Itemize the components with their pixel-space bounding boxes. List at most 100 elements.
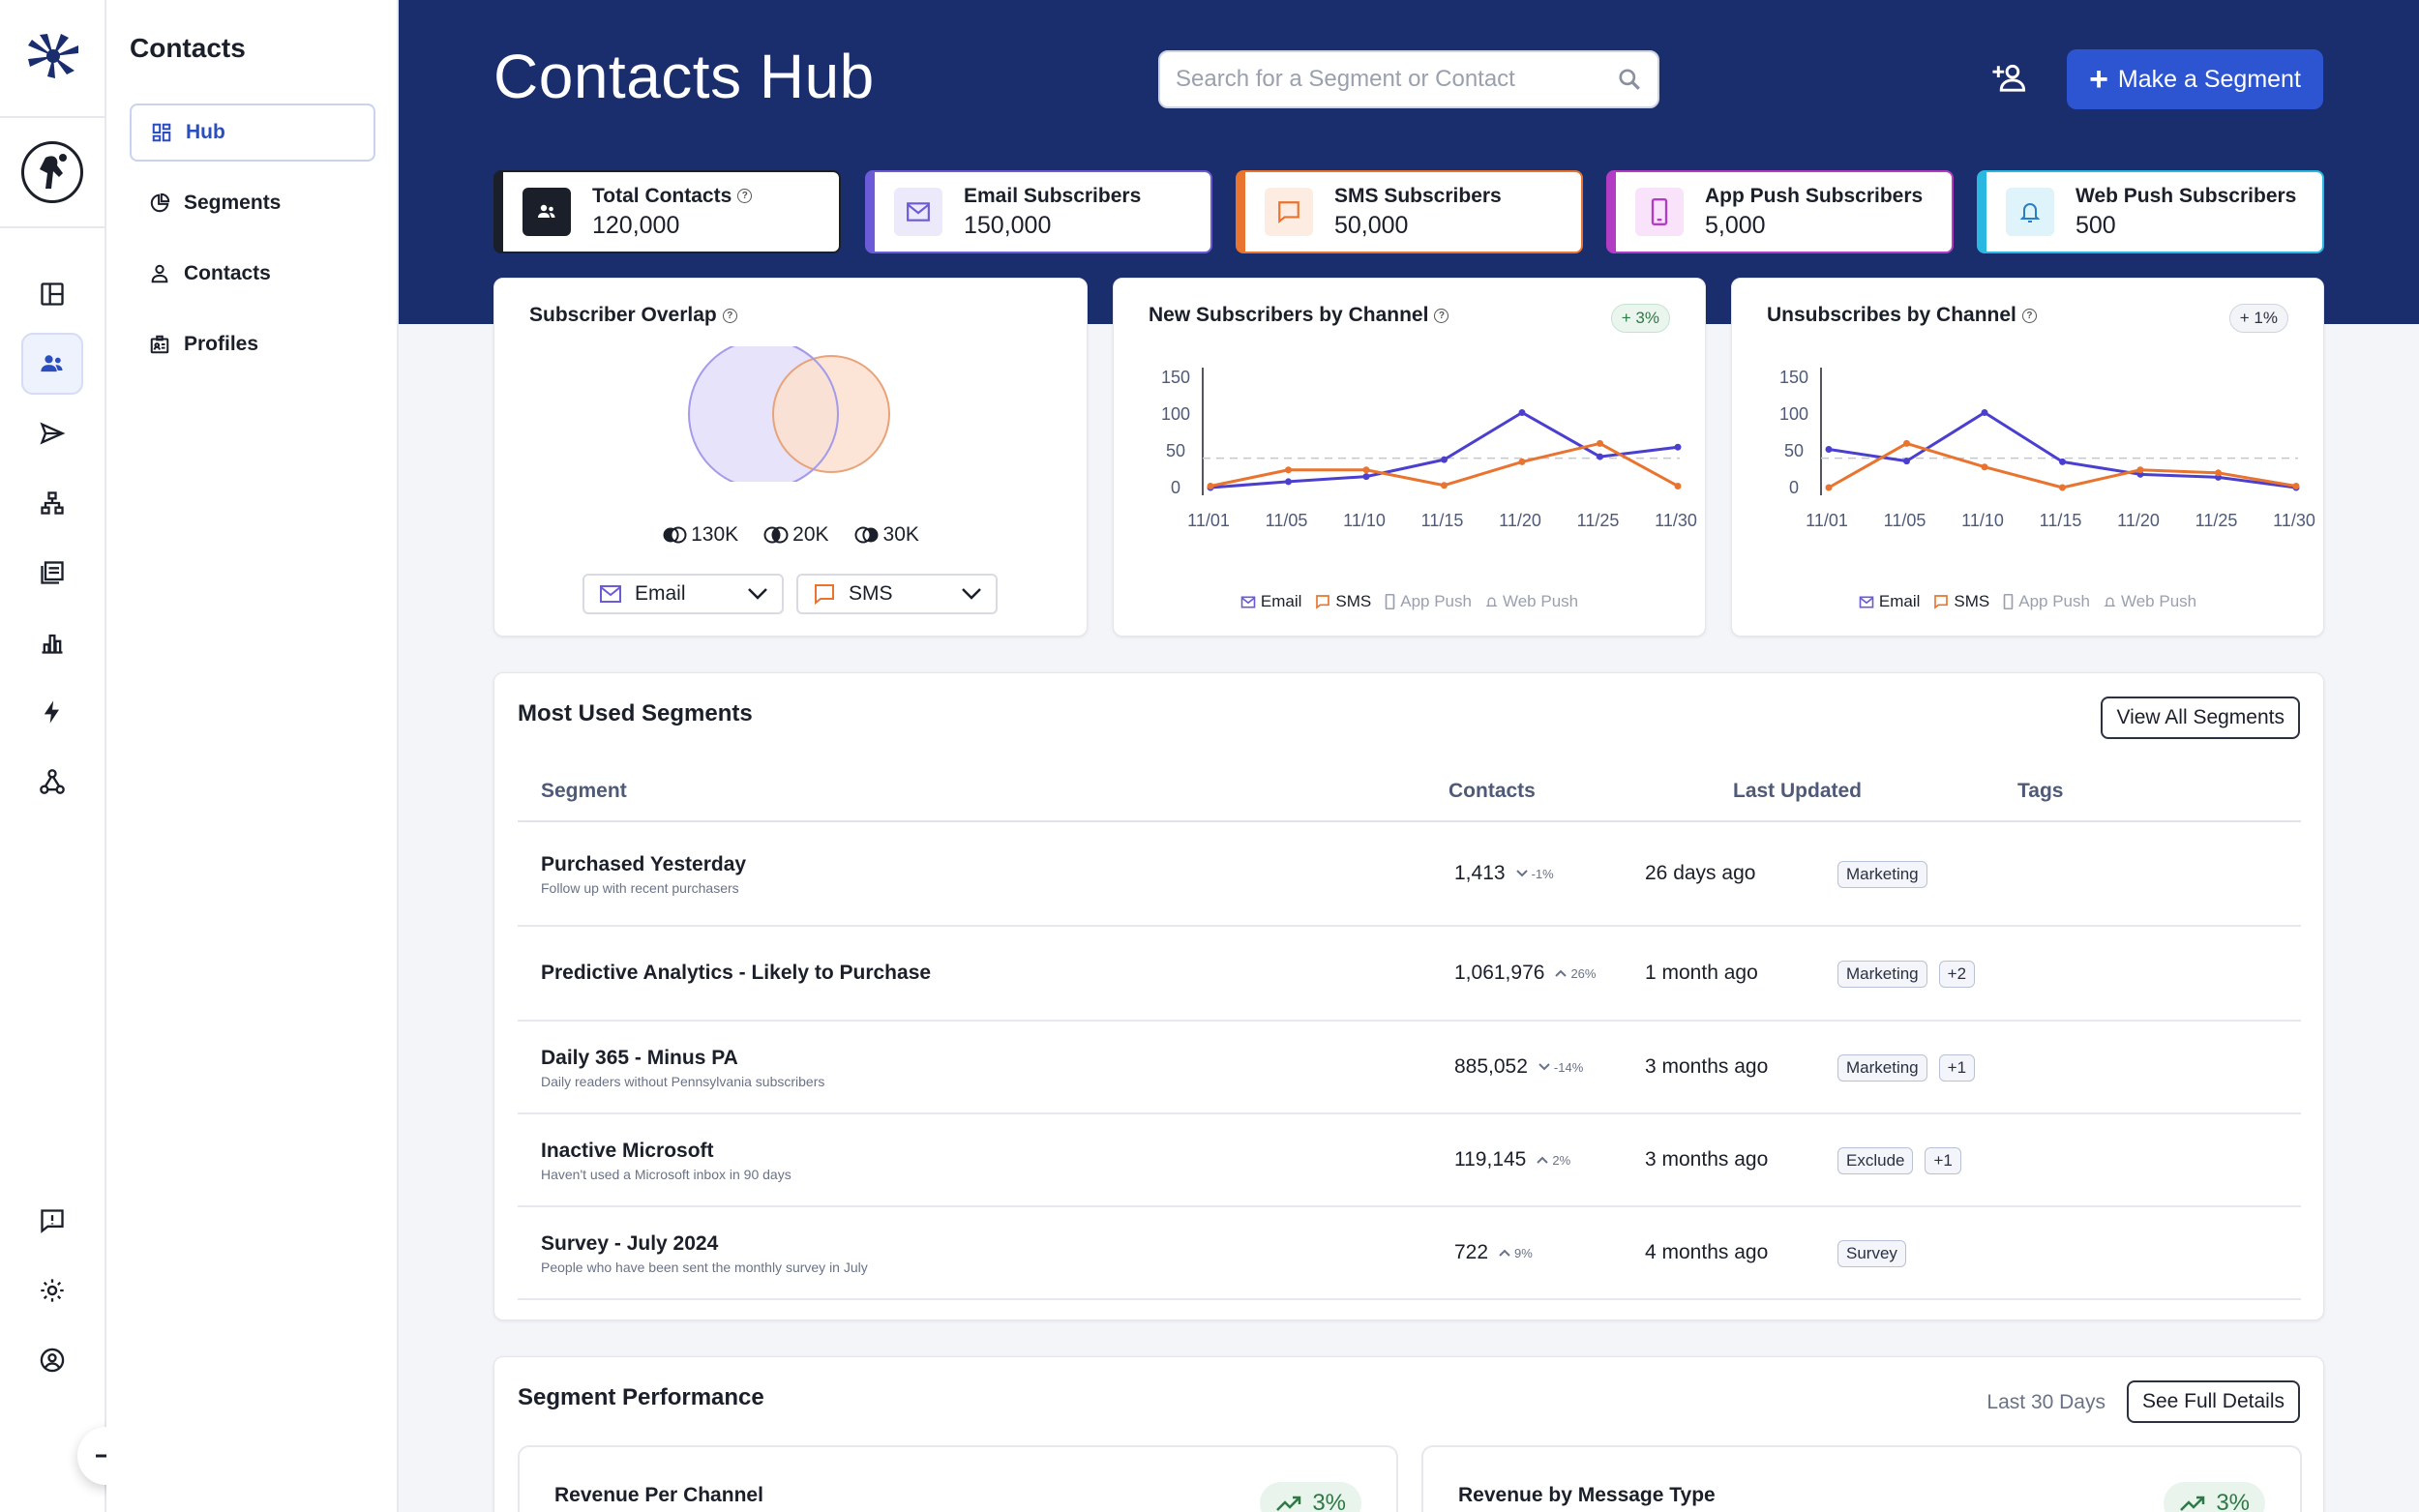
- analytics-icon[interactable]: [21, 611, 83, 673]
- search-icon[interactable]: [1617, 67, 1642, 92]
- tag-badge[interactable]: +1: [1925, 1147, 1961, 1174]
- data-point-email[interactable]: [1903, 458, 1910, 465]
- tag-badge[interactable]: Marketing: [1837, 961, 1927, 988]
- x-tick-label: 11/05: [1266, 511, 1308, 530]
- data-point-sms[interactable]: [1674, 482, 1682, 489]
- revenue-per-channel-card[interactable]: Revenue Per Channel 3%: [518, 1445, 1398, 1512]
- segment-name[interactable]: Daily 365 - Minus PA: [541, 1047, 738, 1069]
- sidebar-item-profiles[interactable]: Profiles: [130, 315, 375, 373]
- stat-card-sms-subscribers[interactable]: SMS Subscribers 50,000: [1236, 170, 1583, 253]
- sidebar-item-hub[interactable]: Hub: [130, 104, 375, 162]
- data-point-email[interactable]: [1674, 443, 1682, 451]
- add-contact-icon[interactable]: [1991, 60, 2028, 95]
- legend-web-push[interactable]: Web Push: [2104, 592, 2196, 611]
- series-line-email[interactable]: [1210, 410, 1679, 489]
- sidebar-item-contacts[interactable]: Contacts: [130, 245, 375, 303]
- data-point-sms[interactable]: [2215, 469, 2222, 477]
- legend-web-push[interactable]: Web Push: [1485, 592, 1578, 611]
- brand-logo-icon[interactable]: [26, 32, 80, 80]
- search-bar[interactable]: [1158, 50, 1659, 108]
- legend-sms[interactable]: SMS: [1933, 592, 1989, 611]
- tag-badge[interactable]: Marketing: [1837, 1054, 1927, 1082]
- contacts-icon[interactable]: [21, 333, 83, 395]
- table-row[interactable]: Predictive Analytics - Likely to Purchas…: [518, 927, 2301, 1022]
- workspace-avatar[interactable]: [21, 141, 83, 203]
- data-point-sms[interactable]: [1597, 439, 1603, 447]
- data-point-sms[interactable]: [1518, 458, 1526, 465]
- segment-name[interactable]: Predictive Analytics - Likely to Purchas…: [541, 962, 932, 984]
- data-point-sms[interactable]: [1825, 484, 1833, 491]
- data-point-email[interactable]: [1285, 478, 1292, 486]
- stat-card-app-push-subscribers[interactable]: App Push Subscribers 5,000: [1606, 170, 1954, 253]
- data-point-email[interactable]: [1441, 456, 1448, 463]
- data-point-email[interactable]: [1518, 408, 1526, 416]
- hierarchy-icon[interactable]: [21, 472, 83, 534]
- table-row[interactable]: Survey - July 2024 People who have been s…: [518, 1207, 2301, 1300]
- tag-badge[interactable]: +1: [1938, 1054, 1976, 1082]
- legend-app-push[interactable]: App Push: [2003, 592, 2090, 611]
- data-point-email[interactable]: [1981, 408, 1988, 416]
- sidebar-item-segments[interactable]: Segments: [130, 174, 375, 232]
- data-point-sms[interactable]: [1981, 463, 1988, 471]
- dashboard-icon[interactable]: [21, 263, 83, 325]
- tag-badge[interactable]: Marketing: [1837, 861, 1927, 888]
- table-row[interactable]: Purchased Yesterday Follow up with recent…: [518, 822, 2301, 927]
- column-header[interactable]: Segment: [541, 780, 627, 802]
- data-point-sms[interactable]: [1285, 466, 1292, 474]
- channel-a-select[interactable]: Email: [582, 574, 784, 614]
- data-point-sms[interactable]: [1441, 482, 1448, 489]
- series-line-sms[interactable]: [1210, 441, 1679, 488]
- data-point-sms[interactable]: [1903, 439, 1910, 447]
- data-point-email[interactable]: [2059, 458, 2066, 465]
- view-all-segments-button[interactable]: View All Segments: [2101, 697, 2300, 739]
- tag-badge[interactable]: Survey: [1837, 1240, 1906, 1267]
- legend-app-push[interactable]: App Push: [1385, 592, 1472, 611]
- data-point-sms[interactable]: [1207, 482, 1214, 489]
- feedback-icon[interactable]: [21, 1190, 83, 1252]
- stat-card-web-push-subscribers[interactable]: Web Push Subscribers 500: [1977, 170, 2324, 253]
- integrations-icon[interactable]: [21, 751, 83, 813]
- lightning-icon[interactable]: [21, 681, 83, 743]
- help-icon[interactable]: ?: [1434, 308, 1449, 323]
- help-icon[interactable]: ?: [2021, 308, 2037, 323]
- tag-badge[interactable]: +2: [1938, 961, 1976, 988]
- chevron-up-icon: [1555, 969, 1568, 977]
- settings-gear-icon[interactable]: [21, 1260, 83, 1321]
- make-segment-label: Make a Segment: [2117, 65, 2301, 93]
- data-point-sms[interactable]: [2136, 466, 2144, 474]
- help-icon[interactable]: ?: [737, 189, 753, 203]
- revenue-by-message-type-card[interactable]: Revenue by Message Type 3%: [1421, 1445, 2302, 1512]
- legend-sms[interactable]: SMS: [1315, 592, 1371, 611]
- templates-icon[interactable]: [21, 542, 83, 604]
- legend-email[interactable]: Email: [1859, 592, 1920, 611]
- segment-name[interactable]: Purchased Yesterday: [541, 853, 747, 875]
- user-account-icon[interactable]: [21, 1329, 83, 1391]
- see-full-details-button[interactable]: See Full Details: [2126, 1380, 2300, 1423]
- make-segment-button[interactable]: + Make a Segment: [2067, 49, 2323, 109]
- segment-description: Haven't used a Microsoft inbox in 90 day…: [541, 1167, 791, 1182]
- table-row[interactable]: Inactive Microsoft Haven't used a Microso…: [518, 1114, 2301, 1207]
- data-point-sms[interactable]: [1362, 466, 1370, 474]
- series-line-email[interactable]: [1828, 410, 2297, 489]
- send-icon[interactable]: [21, 402, 83, 464]
- overlap-stat-b: 30K: [854, 523, 919, 547]
- segment-name[interactable]: Survey - July 2024: [541, 1232, 719, 1255]
- series-line-sms[interactable]: [1828, 441, 2297, 489]
- stat-card-email-subscribers[interactable]: Email Subscribers 150,000: [865, 170, 1212, 253]
- column-header[interactable]: Last Updated: [1733, 780, 1863, 802]
- segment-name[interactable]: Inactive Microsoft: [541, 1140, 714, 1162]
- data-point-email[interactable]: [1825, 445, 1833, 453]
- data-point-sms[interactable]: [2292, 482, 2300, 489]
- search-input[interactable]: [1176, 66, 1617, 93]
- data-point-sms[interactable]: [2059, 484, 2066, 491]
- data-point-email[interactable]: [1362, 473, 1370, 481]
- column-header[interactable]: Tags: [2017, 780, 2064, 802]
- legend-email[interactable]: Email: [1240, 592, 1301, 611]
- tag-badge[interactable]: Exclude: [1837, 1147, 1914, 1174]
- help-icon[interactable]: ?: [722, 308, 737, 323]
- stat-card-total-contacts[interactable]: Total Contacts? 120,000: [493, 170, 841, 253]
- column-header[interactable]: Contacts: [1448, 780, 1536, 802]
- data-point-email[interactable]: [1597, 453, 1603, 460]
- channel-b-select[interactable]: SMS: [796, 574, 998, 614]
- table-row[interactable]: Daily 365 - Minus PA Daily readers withou…: [518, 1022, 2301, 1114]
